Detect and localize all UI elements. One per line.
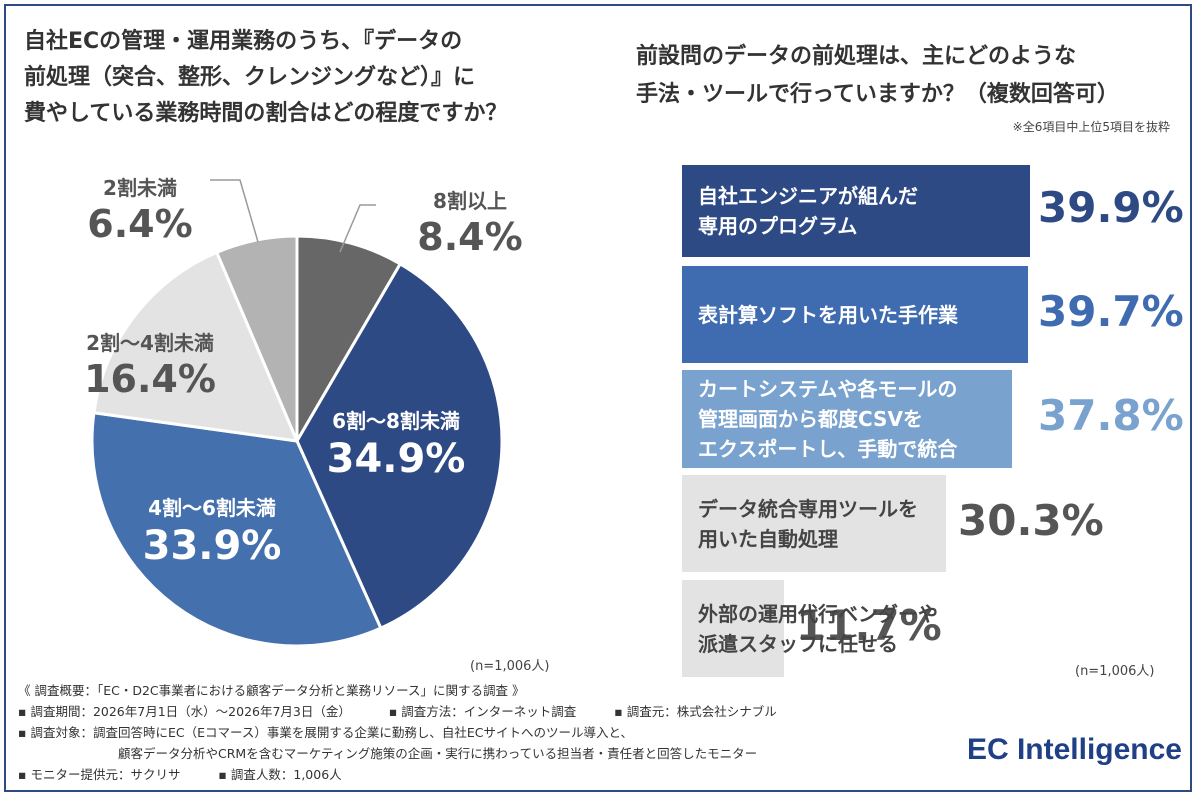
footer-row: ▪ 調査期間：2026年7月1日（水）～2026年7月3日（金） ▪ 調査方法：… (18, 701, 968, 722)
bar-value-label: 37.8% (1038, 391, 1184, 440)
bar-category-line: データ統合専用ツールを (698, 496, 918, 521)
bar: 外部の運用代行ベンダーや 派遣スタッフに任せる (682, 580, 938, 677)
pie-leader-line (339, 204, 376, 253)
bar-category-line: 用いた自動処理 (698, 526, 838, 551)
bar-category-line: 自社エンジニアが組んだ (698, 184, 918, 208)
pie-slice-value: 34.9% (327, 436, 466, 482)
pie-sample-size: (n=1,006人) (470, 659, 550, 674)
pie-slice-label: 4割～6割未満 (148, 496, 276, 520)
bar: カートシステムや各モールの 管理画面から都度CSVをエクスポートし、手動で統合 (682, 370, 1012, 468)
bar-category-line: エクスポートし、手動で統合 (698, 437, 958, 461)
survey-footer: 《 調査概要：「EC・D2C事業者における顧客データ分析と業務リソース」に関する… (18, 680, 968, 785)
footer-survey-title: 《 調査概要：「EC・D2C事業者における顧客データ分析と業務リソース」に関する… (18, 683, 525, 698)
pie-title-line: 前処理（突合、整形、クレンジングなど）』に (24, 65, 476, 90)
footer-count: ▪ 調査人数：1,006人 (218, 767, 342, 782)
pie-slice-label: 8割以上 (433, 189, 507, 213)
bar-sample-size: (n=1,006人) (1075, 664, 1155, 679)
pie-slice-label: 2割未満 (103, 176, 177, 200)
bar: 表計算ソフトを用いた手作業 (682, 266, 1028, 363)
bar-title-line: 前設問のデータの前処理は、主にどのような (636, 44, 1077, 69)
pie-title-line: 費やしている業務時間の割合はどの程度ですか？ (24, 101, 508, 126)
footer-source: ▪ 調査元：株式会社シナブル (614, 704, 777, 719)
pie-slice-value: 33.9% (143, 523, 282, 569)
bar-category-label: カートシステムや各モールの 管理画面から都度CSVをエクスポートし、手動で統合 (698, 374, 957, 464)
bar-category-line: 専用のプログラム (698, 214, 858, 238)
bar-selection-note: ※全6項目中上位5項目を抜粋 (1012, 120, 1170, 134)
footer-method: ▪ 調査方法：インターネット調査 (388, 704, 577, 719)
footer-target-cont: 顧客データ分析やCRMを含むマーケティング施策の企画・実行に携わっている担当者・… (118, 746, 758, 761)
bar-value-label: 39.9% (1038, 183, 1184, 232)
pie-slice-value: 8.4% (417, 215, 522, 259)
pie-slice (90, 411, 383, 648)
bar-category-line: 管理画面から都度CSVを (698, 407, 923, 431)
pie-slice-label: 6割～8割未満 (332, 409, 460, 433)
pie-slice-label: 2割～4割未満 (86, 331, 214, 355)
bar-category-label: 外部の運用代行ベンダーや 派遣スタッフに任せる (698, 599, 938, 659)
bar-category-line: 表計算ソフトを用いた手作業 (698, 302, 958, 327)
pie-slice (295, 261, 504, 631)
pie-slice (92, 250, 300, 443)
bar-question-title: 前設問のデータの前処理は、主にどのような 手法・ツールで行っていますか？（複数回… (636, 38, 1176, 114)
footer-period: ▪ 調査期間：2026年7月1日（水）～2026年7月3日（金） (18, 704, 351, 719)
bar: データ統合専用ツールを 用いた自動処理 (682, 475, 946, 572)
footer-target: ▪ 調査対象：調査回答時にEC（Eコマース）事業を展開する企業に勤務し、自社EC… (18, 725, 633, 740)
pie-title-line: 自社ECの管理・運用業務のうち、『データの (24, 29, 463, 54)
pie-slice (295, 234, 403, 447)
bar-category-label: データ統合専用ツールを 用いた自動処理 (698, 494, 918, 554)
pie-slice-value: 16.4% (84, 357, 216, 401)
footer-row: ▪ モニター提供元：サクリサ ▪ 調査人数：1,006人 (18, 764, 968, 785)
bar-category-label: 表計算ソフトを用いた手作業 (698, 300, 958, 330)
bar: 自社エンジニアが組んだ 専用のプログラム (682, 165, 1030, 257)
pie-leader-line (210, 179, 259, 243)
footer-monitor: ▪ モニター提供元：サクリサ (18, 767, 181, 782)
card-frame (4, 4, 1192, 792)
pie-slice-value: 6.4% (87, 202, 192, 246)
bar-category-line: 外部の運用代行ベンダーや (698, 601, 938, 626)
bar-value-label: 11.7% (796, 600, 942, 650)
bar-category-line: 派遣スタッフに任せる (698, 631, 898, 656)
pie-slice (214, 234, 299, 442)
pie-question-title: 自社ECの管理・運用業務のうち、『データの 前処理（突合、整形、クレンジングなど… (24, 24, 624, 132)
bar-title-line: 手法・ツールで行っていますか？（複数回答可） (636, 82, 1119, 107)
bar-category-line: カートシステムや各モールの (698, 377, 958, 401)
bar-value-label: 39.7% (1038, 286, 1184, 336)
bar-value-label: 30.3% (958, 495, 1104, 545)
bar-category-label: 自社エンジニアが組んだ 専用のプログラム (698, 181, 918, 241)
brand-logo: EC Intelligence (966, 733, 1182, 766)
